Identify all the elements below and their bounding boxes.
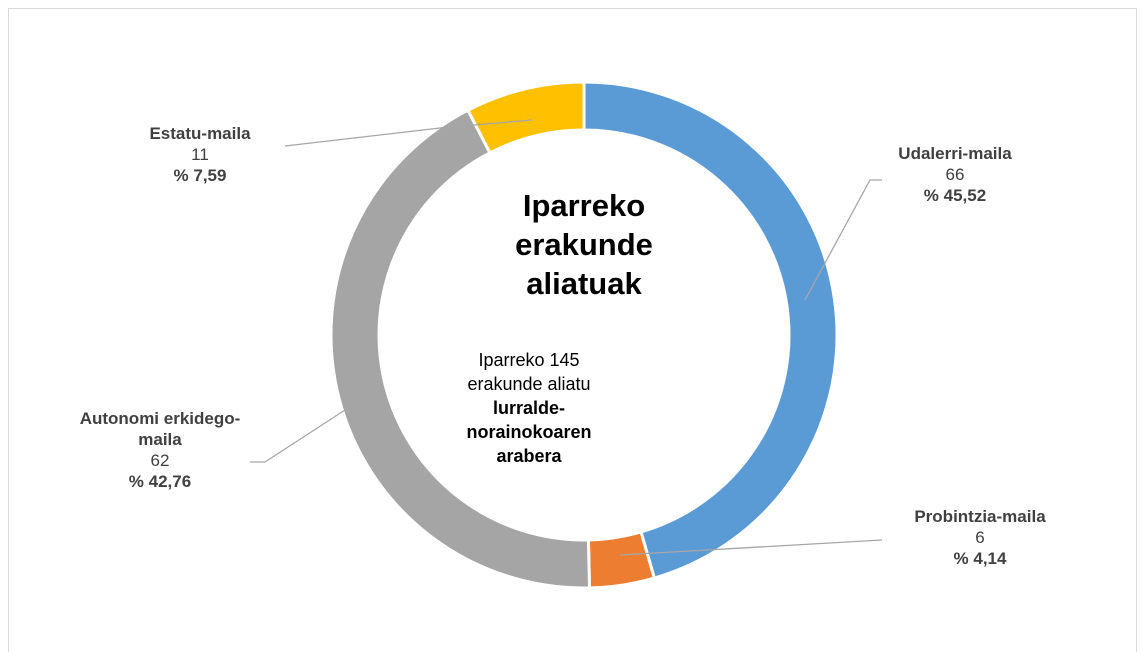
value-label: 11 [191, 145, 209, 164]
data-label: Autonomi erkidego-maila 62 % 42,76 [75, 408, 245, 492]
donut-slice [586, 530, 657, 590]
leader-line [250, 409, 346, 463]
value-label: 62 [150, 451, 170, 470]
leader-line [804, 179, 882, 301]
subtitle-bold: lurralde-norainokoaren arabera [466, 398, 592, 466]
category-label: Autonomi erkidego-maila [79, 409, 241, 449]
donut-slice [465, 80, 586, 155]
frame [8, 8, 1137, 652]
data-label: Estatu-maila 11 % 7,59 [115, 123, 285, 186]
subtitle-text: Iparreko 145 erakunde aliatu [467, 350, 591, 394]
leader-line [619, 539, 883, 556]
percent-label: % 45,52 [923, 186, 987, 205]
data-label: Udalerri-maila 66 % 45,52 [870, 143, 1040, 206]
leader-line [284, 119, 533, 147]
category-label: Probintzia-maila [914, 507, 1046, 526]
donut-slice [329, 108, 592, 590]
percent-label: % 7,59 [173, 166, 227, 185]
data-label: Probintzia-maila 6 % 4,14 [895, 506, 1065, 569]
percent-label: % 42,76 [128, 472, 192, 491]
category-label: Udalerri-maila [898, 144, 1012, 163]
subtitle: Iparreko 145 erakunde aliatu lurralde-no… [444, 348, 614, 468]
chart-title: Iparreko erakunde aliatuak [515, 188, 653, 301]
value-label: 66 [945, 165, 965, 184]
donut-slice [582, 80, 839, 580]
category-label: Estatu-maila [149, 124, 251, 143]
value-label: 6 [975, 528, 985, 547]
percent-label: % 4,14 [953, 549, 1007, 568]
